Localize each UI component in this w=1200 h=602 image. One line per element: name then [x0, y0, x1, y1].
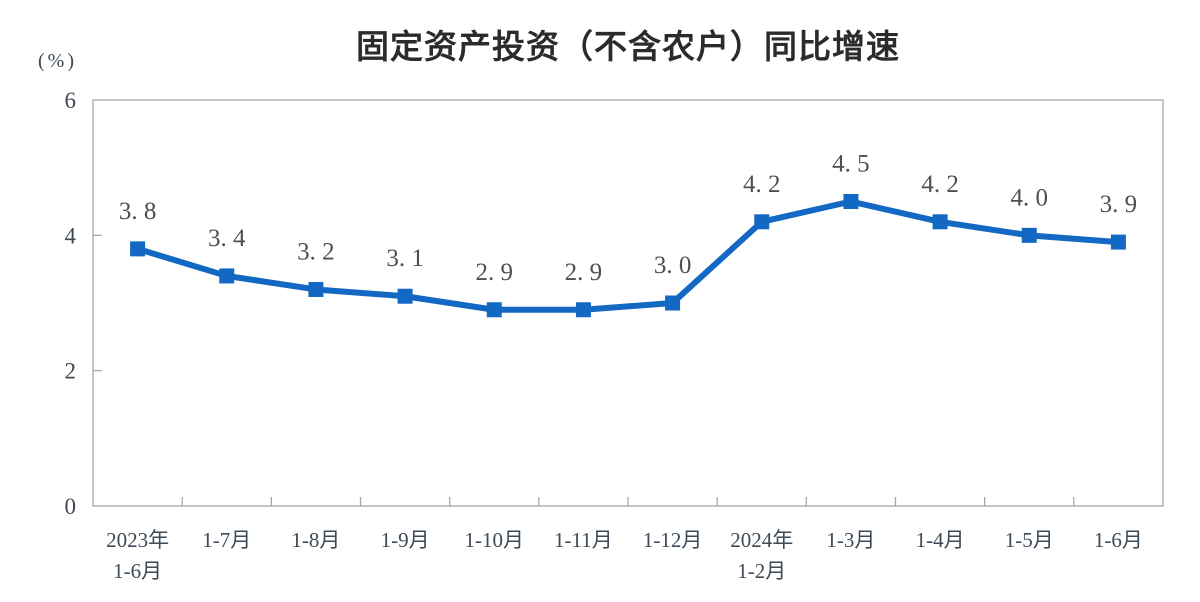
data-point-label: 3. 2: [297, 238, 335, 265]
y-axis-unit-label: (%): [38, 50, 77, 72]
y-tick-label: 2: [65, 359, 77, 384]
data-point-marker: [754, 214, 770, 230]
x-tick-label: 1-3月: [826, 528, 875, 552]
data-point-marker: [1021, 227, 1037, 243]
data-point-label: 3. 8: [119, 198, 157, 225]
data-point-marker: [397, 288, 413, 304]
data-point-marker: [665, 295, 681, 311]
data-point-marker: [486, 302, 502, 318]
data-point-label: 3. 1: [386, 245, 424, 272]
x-tick-label: 1-12月: [643, 528, 703, 552]
x-tick-label: 2023年 1-6月: [106, 528, 169, 583]
data-line: [134, 198, 1122, 313]
data-point-label: 2. 9: [476, 259, 514, 286]
data-point-marker: [843, 194, 859, 209]
x-tick-label: 1-4月: [916, 528, 965, 552]
data-point-marker: [130, 241, 146, 257]
data-point-marker: [1110, 234, 1126, 250]
data-point-marker: [575, 302, 591, 318]
x-tick-label: 1-7月: [202, 528, 251, 552]
data-point-marker: [932, 214, 948, 230]
data-point-label: 4. 5: [832, 151, 870, 178]
chart-title: 固定资产投资（不含农户）同比增速: [356, 27, 900, 66]
data-point-label: 3. 9: [1100, 191, 1138, 218]
plot-border: [92, 99, 1164, 507]
data-point-label: 4. 2: [921, 171, 959, 198]
data-point-label: 3. 4: [208, 225, 246, 252]
y-tick-label: 6: [65, 88, 77, 113]
x-tick-label: 1-10月: [465, 528, 525, 552]
data-point-label: 2. 9: [565, 259, 603, 286]
data-point-label: 3. 0: [654, 252, 692, 279]
x-tick-label: 1-8月: [291, 528, 340, 552]
x-tick-label: 1-9月: [381, 528, 430, 552]
x-tick-label: 1-6月: [1094, 528, 1143, 552]
data-point-marker: [219, 268, 235, 284]
data-point-label: 4. 0: [1011, 184, 1049, 211]
x-tick-label: 1-11月: [554, 528, 613, 552]
y-tick-label: 0: [65, 494, 77, 519]
x-tick-label: 2024年 1-2月: [730, 528, 793, 583]
data-point-marker: [308, 281, 324, 297]
y-tick-label: 4: [65, 223, 77, 248]
data-point-label: 4. 2: [743, 171, 781, 198]
x-tick-label: 1-5月: [1005, 528, 1054, 552]
